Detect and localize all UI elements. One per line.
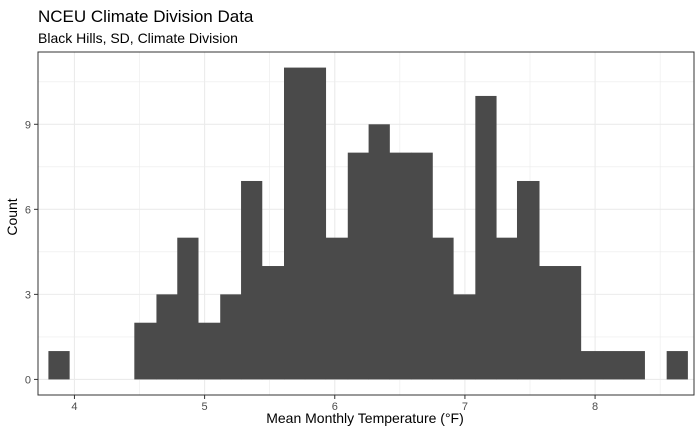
y-tick-label: 0	[25, 374, 31, 386]
histogram-bar	[475, 95, 497, 380]
panel-border	[37, 51, 695, 396]
histogram-bar	[156, 294, 178, 380]
histogram-bar	[539, 266, 561, 380]
histogram-bar	[304, 67, 327, 380]
y-tick-label: 9	[25, 119, 31, 131]
histogram-bar	[580, 351, 604, 380]
x-tick-label: 5	[202, 401, 208, 413]
histogram-bar	[411, 152, 433, 380]
histogram-bar	[496, 237, 518, 380]
y-axis-title: Count	[4, 198, 20, 235]
histogram-bar	[241, 180, 263, 380]
histogram-bar	[48, 351, 70, 380]
histogram-bar	[559, 266, 582, 380]
histogram-bar	[220, 294, 242, 380]
histogram-bar	[602, 351, 625, 380]
y-axis-ticks: 0 3 6 9	[25, 119, 38, 386]
chart-subtitle: Black Hills, SD, Climate Division	[38, 30, 238, 46]
histogram-bar	[432, 237, 454, 380]
y-tick-label: 6	[25, 204, 31, 216]
x-tick-label: 7	[462, 401, 468, 413]
histogram-bar	[325, 237, 349, 380]
x-tick-label: 8	[592, 401, 598, 413]
histogram-bar	[368, 124, 390, 380]
histogram-bar	[134, 322, 157, 380]
chart-title: NCEU Climate Division Data	[38, 7, 254, 26]
histogram-bar	[177, 237, 199, 380]
histogram-bar	[453, 294, 476, 380]
x-axis-ticks: 4 5 6 7 8	[71, 395, 598, 413]
histogram-bar	[516, 180, 540, 380]
x-tick-label: 6	[332, 401, 338, 413]
x-axis-title: Mean Monthly Temperature (°F)	[266, 410, 464, 426]
histogram-bar	[284, 67, 306, 380]
histogram-bar	[347, 152, 370, 380]
histogram-bar	[198, 322, 221, 380]
x-tick-label: 4	[71, 401, 77, 413]
y-tick-label: 3	[25, 289, 31, 301]
histogram-bar	[623, 351, 645, 380]
histogram-bar	[261, 266, 285, 380]
histogram-bar	[666, 351, 688, 380]
bars	[48, 67, 688, 380]
histogram-bar	[389, 152, 412, 380]
